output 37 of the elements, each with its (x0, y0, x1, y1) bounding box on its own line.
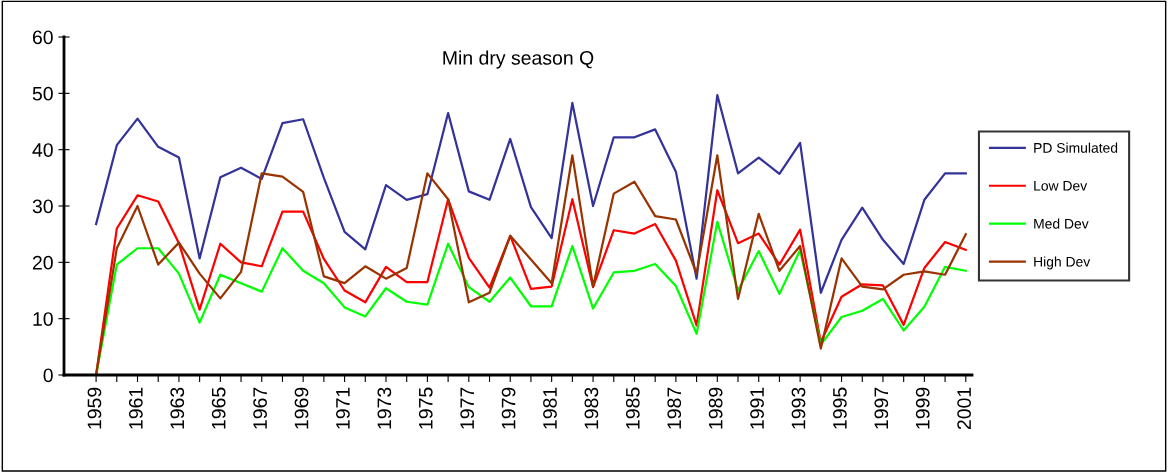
x-tick-label: 1963 (170, 387, 185, 429)
x-tick-label: 1979 (501, 387, 516, 429)
y-tick-label: 40 (32, 143, 53, 157)
x-tick-label: 1991 (750, 387, 764, 429)
text: Min dry season Q (443, 50, 594, 69)
line-series (94, 93, 967, 294)
y-tick-label: 0 (43, 368, 53, 383)
line-series (94, 189, 967, 375)
x-tick-label: 2001 (957, 387, 972, 430)
x-tick-label: 1981 (543, 387, 557, 429)
x-tick-label: 1999 (915, 387, 930, 429)
y-tick-label: 60 (32, 30, 53, 45)
x-tick-label: 1983 (584, 387, 599, 429)
x-tick-label: 1961 (128, 387, 143, 429)
x-tick-label: 1987 (667, 387, 682, 429)
x-tick-label: 1989 (708, 387, 723, 429)
legend-label: High Dev (1034, 256, 1091, 270)
legend-label: PD Simulated (1034, 142, 1118, 153)
x-tick-label: 1975 (418, 387, 433, 429)
y-tick-label: 50 (32, 86, 53, 101)
y-tick-label: 20 (32, 255, 53, 270)
y-tick-label: 30 (32, 199, 53, 214)
x-tick-label: 1993 (791, 387, 806, 429)
x-tick-label: 1995 (833, 387, 847, 429)
x-tick-label: 1967 (253, 387, 267, 429)
x-tick-label: 1997 (874, 387, 889, 429)
x-tick-label: 1973 (377, 387, 392, 429)
x-tick-label: 1985 (625, 387, 640, 429)
legend-label: Med Dev (1034, 218, 1089, 229)
x-tick-label: 1977 (460, 387, 475, 429)
y-tick-label: 10 (33, 312, 53, 326)
x-tick-label: 1971 (336, 387, 350, 429)
x-tick-label: 1969 (294, 387, 309, 429)
x-tick-label: 1965 (211, 387, 226, 429)
line-series (94, 154, 967, 375)
x-tick-label: 1959 (87, 387, 102, 429)
legend-label: Low Dev (1034, 181, 1088, 191)
